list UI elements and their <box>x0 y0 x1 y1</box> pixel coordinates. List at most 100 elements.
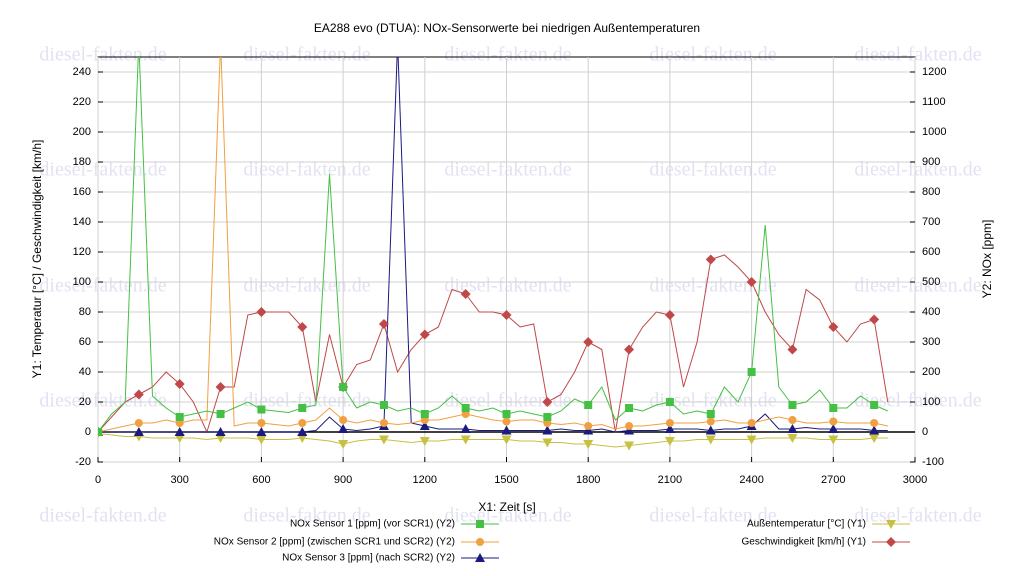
marker <box>175 413 184 421</box>
marker <box>665 419 674 427</box>
y-tick-label: 180 <box>73 156 91 168</box>
y-tick-label: 0 <box>85 426 91 438</box>
marker <box>829 404 838 412</box>
marker <box>461 404 470 412</box>
marker <box>870 401 879 409</box>
y-tick-label: 200 <box>73 126 91 138</box>
marker <box>501 435 512 445</box>
watermark: diesel-fakten.de <box>39 390 166 412</box>
marker <box>788 416 797 424</box>
marker <box>256 307 267 317</box>
marker <box>583 337 594 347</box>
marker <box>706 410 715 418</box>
marker <box>542 397 553 407</box>
marker <box>98 428 102 436</box>
legend-label: NOx Sensor 3 [ppm] (nach SCR2) (Y2) <box>282 553 455 564</box>
y-tick-label: 100 <box>73 276 91 288</box>
y2-tick-label: 200 <box>922 366 940 378</box>
marker <box>787 424 798 433</box>
marker <box>217 38 225 46</box>
y-tick-label: 60 <box>79 336 91 348</box>
y2-tick-label: 500 <box>922 276 940 288</box>
y-tick-label: 120 <box>73 246 91 258</box>
marker <box>502 410 511 418</box>
marker <box>379 419 388 427</box>
marker <box>543 413 552 421</box>
x-tick-label: 1500 <box>494 474 518 486</box>
plot-lines <box>98 38 889 451</box>
watermark: diesel-fakten.de <box>649 505 776 527</box>
marker <box>420 410 429 418</box>
marker <box>257 419 266 427</box>
watermark: diesel-fakten.de <box>243 505 370 527</box>
legend-label: Geschwindigkeit [km/h] (Y1) <box>742 537 867 548</box>
x-tick-label: 900 <box>334 474 352 486</box>
marker <box>706 417 715 426</box>
marker <box>625 422 634 430</box>
marker <box>746 435 757 445</box>
marker <box>419 437 430 446</box>
marker <box>378 319 389 329</box>
x-axis-label: X1: Zeit [s] <box>478 500 535 514</box>
marker <box>460 424 471 433</box>
y2-tick-label: 600 <box>922 246 940 258</box>
marker <box>174 379 185 389</box>
marker <box>747 419 756 427</box>
marker <box>174 434 185 443</box>
y2-tick-label: 800 <box>922 186 940 198</box>
marker <box>215 434 226 443</box>
x-tick-label: 600 <box>252 474 270 486</box>
marker <box>298 419 307 427</box>
legend-label: NOx Sensor 2 [ppm] (zwischen SCR1 und SC… <box>214 537 455 548</box>
marker <box>256 427 267 436</box>
y-tick-label: -20 <box>75 456 91 468</box>
y-axis-label: Y1: Temperatur [°C] / Geschwindigkeit [k… <box>30 140 44 379</box>
x-tick-label: 2700 <box>821 474 845 486</box>
x-tick-label: 1800 <box>576 474 600 486</box>
marker <box>460 435 471 445</box>
marker <box>870 419 879 427</box>
series-line <box>98 57 888 433</box>
marker <box>542 425 553 435</box>
y-tick-label: 40 <box>79 366 91 378</box>
watermark: diesel-fakten.de <box>243 159 370 181</box>
marker <box>788 401 797 409</box>
marker <box>297 434 308 443</box>
marker <box>584 422 593 430</box>
y2-tick-label: 0 <box>922 426 928 438</box>
watermark: diesel-fakten.de <box>854 275 981 297</box>
y2-tick-label: 700 <box>922 216 940 228</box>
y2-tick-label: 400 <box>922 306 940 318</box>
marker <box>869 434 880 443</box>
marker <box>134 419 143 427</box>
watermark: diesel-fakten.de <box>243 390 370 412</box>
x-tick-label: 2100 <box>658 474 682 486</box>
marker <box>460 289 471 299</box>
marker <box>297 322 308 332</box>
watermark: diesel-fakten.de <box>444 44 571 66</box>
watermark: diesel-fakten.de <box>649 275 776 297</box>
marker <box>257 405 266 414</box>
watermark: diesel-fakten.de <box>39 505 166 527</box>
marker <box>583 440 594 449</box>
marker <box>476 538 484 546</box>
y2-tick-label: 1000 <box>922 126 946 138</box>
marker <box>664 437 675 446</box>
series-line <box>98 254 889 434</box>
y2-tick-label: 900 <box>922 156 940 168</box>
marker <box>828 435 839 445</box>
x-tick-label: 0 <box>95 474 101 486</box>
legend-label: Außentemperatur [°C] (Y1) <box>747 519 866 530</box>
marker <box>664 310 675 320</box>
marker <box>215 382 226 392</box>
marker <box>419 329 430 340</box>
marker <box>886 537 896 547</box>
marker <box>338 440 349 449</box>
marker <box>828 322 839 332</box>
marker <box>133 427 144 436</box>
marker <box>502 417 511 426</box>
watermark: diesel-fakten.de <box>649 44 776 66</box>
marker <box>256 435 267 445</box>
series-line <box>98 57 889 433</box>
watermark: diesel-fakten.de <box>243 275 370 297</box>
